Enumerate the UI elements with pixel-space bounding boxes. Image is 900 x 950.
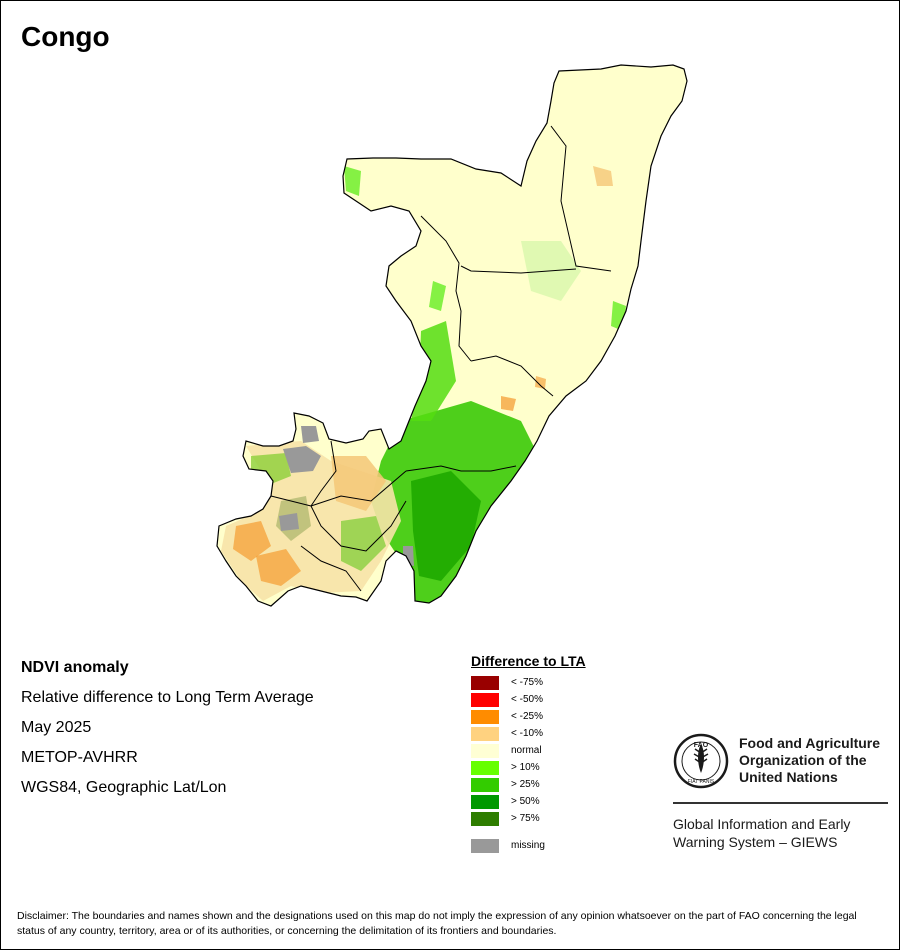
- info-product: NDVI anomaly: [21, 659, 129, 676]
- legend-item: > 75%: [471, 809, 586, 826]
- info-sensor: METOP-AVHRR: [21, 749, 138, 766]
- legend-label: normal: [511, 745, 542, 756]
- legend-swatch: [471, 812, 499, 826]
- legend-swatch: [471, 795, 499, 809]
- map-canvas: [1, 1, 899, 641]
- legend-title: Difference to LTA: [471, 653, 586, 669]
- legend-swatch: [471, 710, 499, 724]
- legend-swatch: [471, 744, 499, 758]
- info-description: Relative difference to Long Term Average: [21, 689, 314, 706]
- legend-label-missing: missing: [511, 840, 545, 851]
- legend-label: < -10%: [511, 728, 543, 739]
- legend-swatch: [471, 727, 499, 741]
- logo-motto: FIAT PANIS: [688, 779, 715, 785]
- congo-map: [216, 64, 688, 607]
- legend-item: < -25%: [471, 707, 586, 724]
- legend-items: < -75% < -50% < -25% < -10% normal > 10% > 25%…: [471, 673, 586, 826]
- legend-label: < -50%: [511, 694, 543, 705]
- legend-label: > 75%: [511, 813, 540, 824]
- legend-item: > 10%: [471, 758, 586, 775]
- disclaimer-text: Disclaimer: The boundaries and names sho…: [17, 910, 857, 937]
- fao-logo-icon: FAO FIAT PANIS: [673, 733, 729, 789]
- legend-label: > 50%: [511, 796, 540, 807]
- info-date: May 2025: [21, 719, 92, 736]
- fao-divider: [673, 802, 888, 804]
- giews-name: Global Information and Early Warning Sys…: [673, 816, 851, 850]
- legend: Difference to LTA < -75% < -50% < -25% < -1…: [471, 653, 586, 853]
- legend-label: < -75%: [511, 677, 543, 688]
- legend-label: > 25%: [511, 779, 540, 790]
- info-projection: WGS84, Geographic Lat/Lon: [21, 779, 227, 796]
- legend-item: > 50%: [471, 792, 586, 809]
- legend-label: < -25%: [511, 711, 543, 722]
- legend-item: > 25%: [471, 775, 586, 792]
- legend-swatch-missing: [471, 839, 499, 853]
- legend-item: normal: [471, 741, 586, 758]
- legend-item-missing: missing: [471, 836, 586, 853]
- legend-item: < -50%: [471, 690, 586, 707]
- logo-letters: FAO: [694, 742, 709, 749]
- legend-swatch: [471, 761, 499, 775]
- map-title: Congo: [21, 21, 110, 52]
- map-info: NDVI anomaly Relative difference to Long…: [21, 657, 314, 807]
- province-boundaries: [270, 125, 612, 592]
- legend-item: < -10%: [471, 724, 586, 741]
- anomaly-patches: [221, 166, 626, 606]
- fao-org-name: Food and Agriculture Organization of the…: [739, 735, 881, 785]
- legend-swatch: [471, 778, 499, 792]
- legend-swatch: [471, 693, 499, 707]
- legend-item: < -75%: [471, 673, 586, 690]
- legend-swatch: [471, 676, 499, 690]
- legend-label: > 10%: [511, 762, 540, 773]
